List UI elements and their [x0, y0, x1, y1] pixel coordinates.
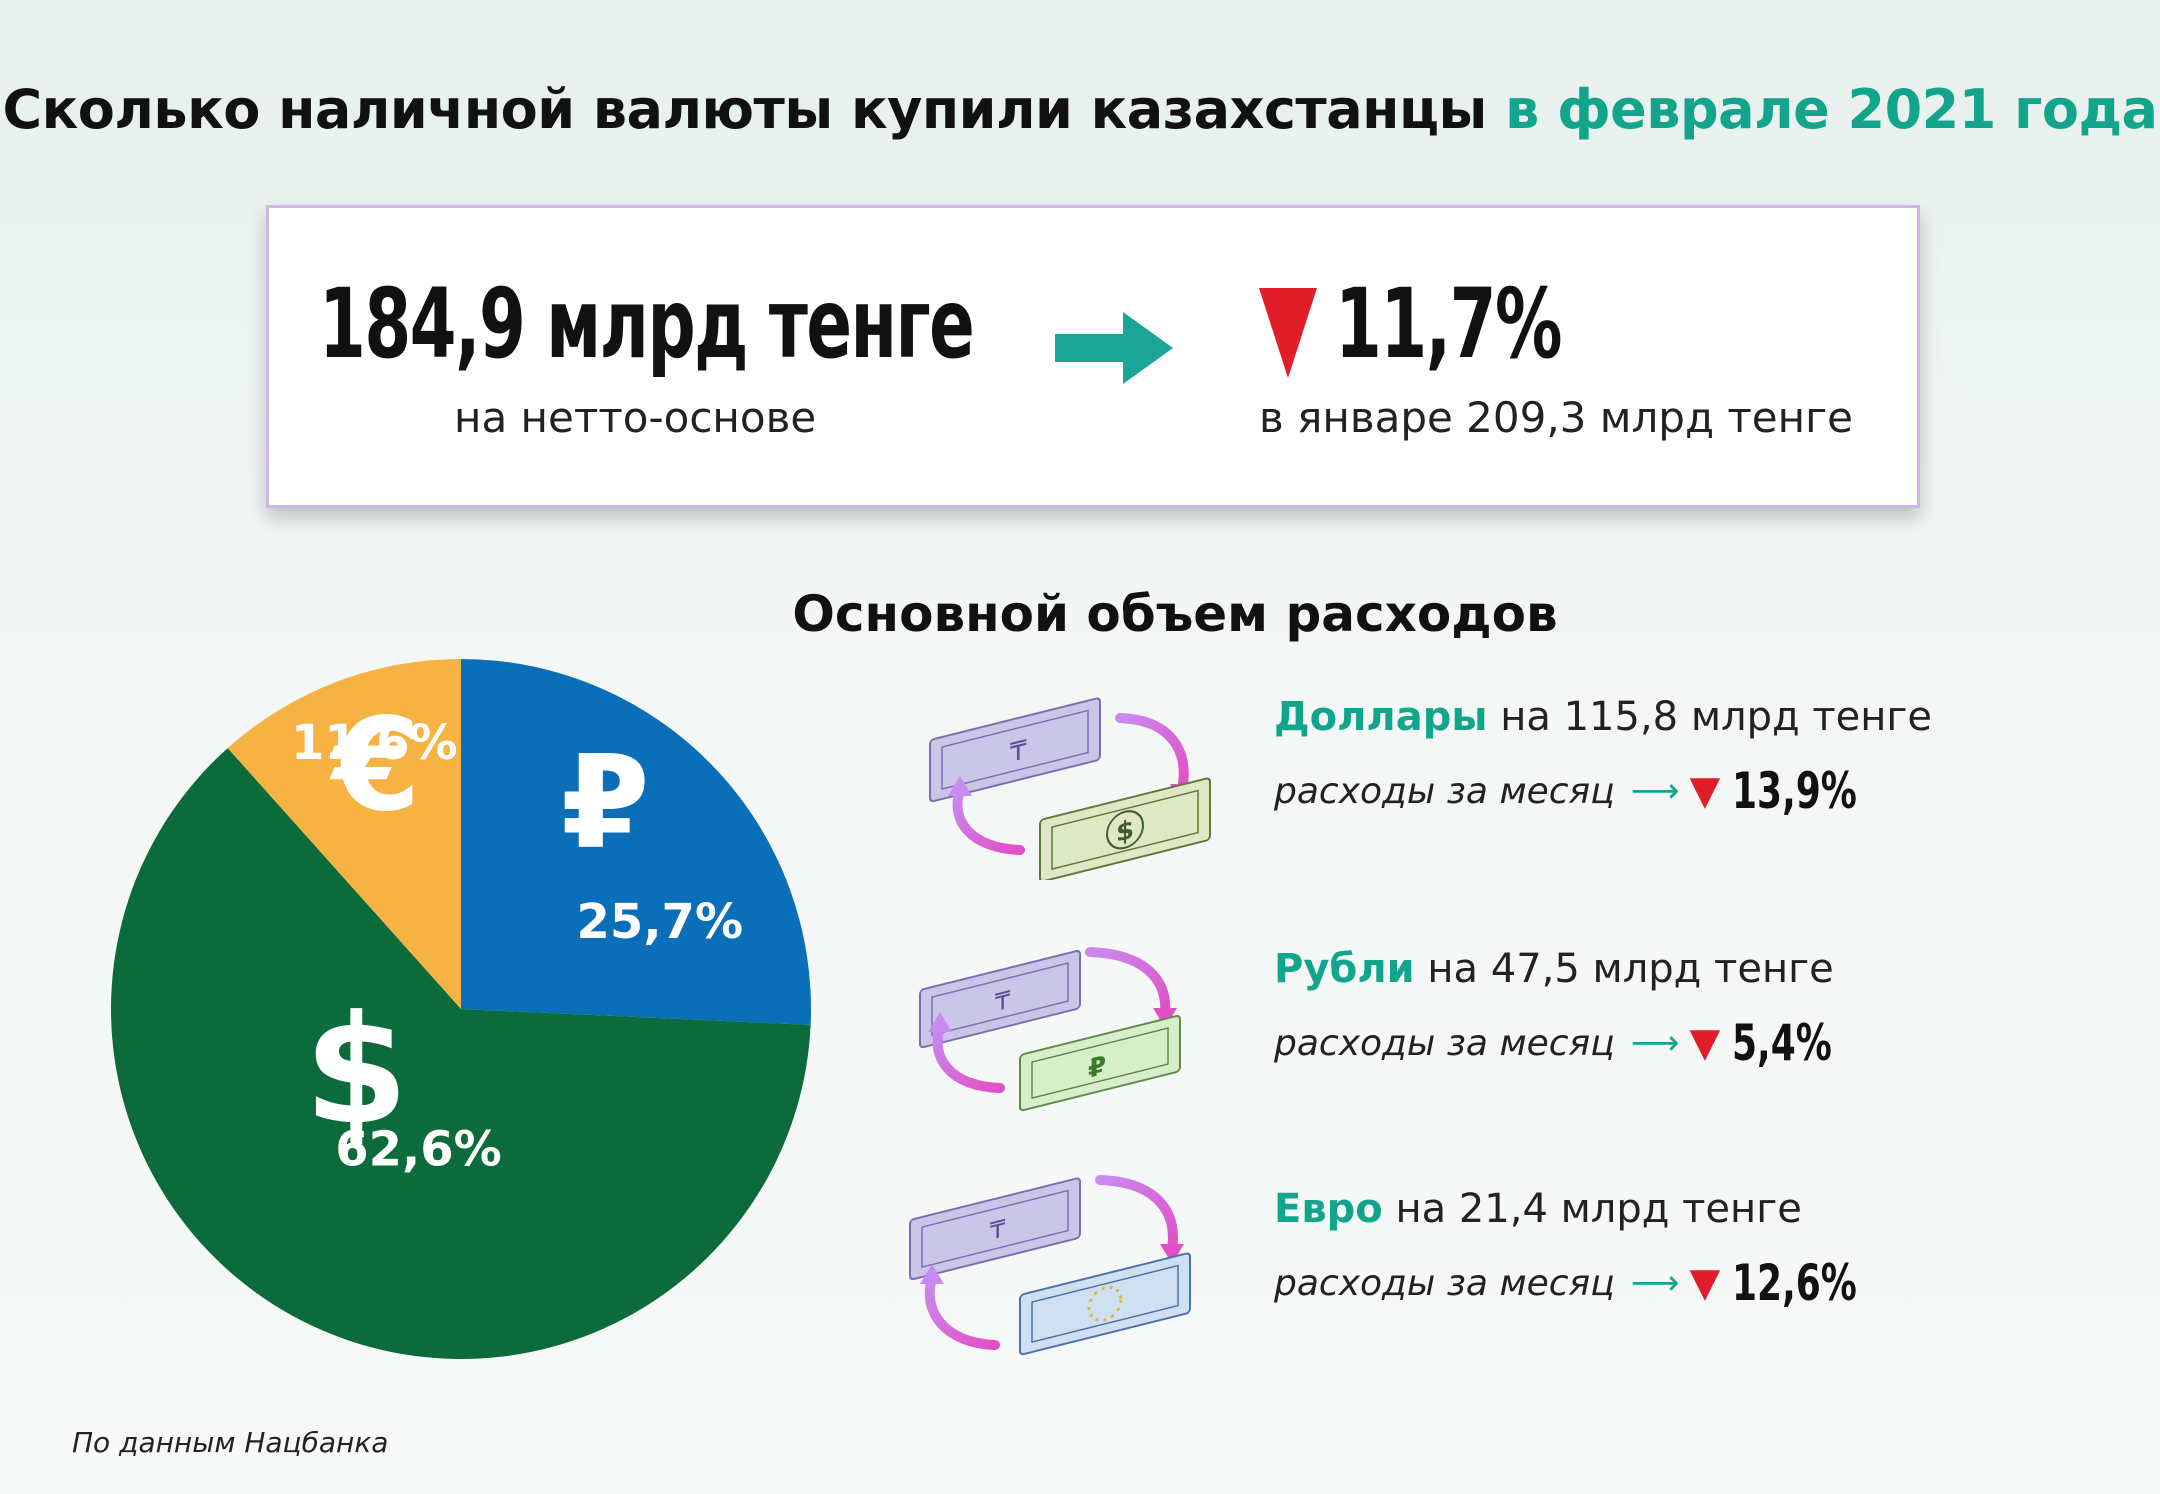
dollar-exchange-icon: ₸ $ [929, 697, 1211, 880]
svg-text:₽: ₽ [1088, 1050, 1106, 1085]
title-accent: в феврале 2021 года [1505, 78, 2158, 141]
currency-name: Евро [1274, 1186, 1383, 1232]
svg-text:₸: ₸ [995, 985, 1011, 1017]
currency-amount: на 115,8 млрд тенге [1500, 694, 1933, 740]
down-triangle-icon: ▼ [1689, 1260, 1721, 1306]
currency-row-euro: Евро на 21,4 млрд тенге расходы за месяц… [1274, 1186, 1888, 1312]
pie-slice-0 [461, 659, 811, 1025]
section-title: Основной объем расходов [792, 585, 1558, 643]
pie-label-1: 62,6% [335, 1122, 502, 1178]
spend-label: расходы за месяц [1274, 770, 1615, 812]
currency-change: 13,9% [1732, 762, 1858, 820]
pie-label-0: 25,7% [577, 894, 744, 950]
spend-label: расходы за месяц [1274, 1022, 1615, 1064]
currency-name: Рубли [1274, 946, 1415, 992]
down-triangle-icon: ▼ [1689, 768, 1721, 814]
euro-exchange-icon: ₸ [909, 1175, 1191, 1356]
currency-change: 12,6% [1732, 1254, 1858, 1312]
summary-amount: 184,9 млрд тенге [319, 268, 975, 380]
ruble-exchange-icon: ₸ ₽ [919, 947, 1181, 1112]
currency-amount: на 21,4 млрд тенге [1395, 1186, 1802, 1232]
small-arrow-icon: ⟶ [1630, 1023, 1680, 1063]
pie-label-2: 11,6% [291, 715, 458, 771]
currency-row-dollar: Доллары на 115,8 млрд тенге расходы за м… [1274, 694, 1932, 820]
currency-row-ruble: Рубли на 47,5 млрд тенге расходы за меся… [1274, 946, 1857, 1072]
pie-slice-1 [110, 748, 811, 1359]
currency-amount: на 47,5 млрд тенге [1427, 946, 1834, 992]
pie-chart: ₽25,7% $62,6% €11,6% [104, 652, 818, 1366]
summary-change-sub: в январе 209,3 млрд тенге [1259, 393, 1854, 442]
svg-text:₸: ₸ [1010, 734, 1027, 769]
svg-text:$: $ [1116, 814, 1134, 849]
svg-text:₸: ₸ [990, 1213, 1006, 1245]
pie-svg: ₽25,7% $62,6% €11,6% [110, 659, 811, 1359]
down-triangle-icon: ▼ [1689, 1020, 1721, 1066]
down-triangle-icon [1259, 288, 1317, 378]
right-arrow-icon [1055, 312, 1173, 384]
summary-box: 184,9 млрд тенге на нетто-основе 11,7% в… [266, 205, 1920, 508]
title-main: Сколько наличной валюты купили казахстан… [2, 78, 1488, 141]
currency-change: 5,4% [1732, 1014, 1833, 1072]
summary-amount-sub: на нетто-основе [454, 393, 817, 442]
pie-symbol-2: € [329, 691, 421, 840]
pie-slice-2 [227, 659, 461, 1009]
page-title: Сколько наличной валюты купили казахстан… [0, 78, 2160, 141]
spend-label: расходы за месяц [1274, 1262, 1615, 1304]
small-arrow-icon: ⟶ [1630, 1263, 1680, 1303]
pie-symbol-1: $ [304, 984, 408, 1158]
currency-name: Доллары [1274, 694, 1488, 740]
small-arrow-icon: ⟶ [1630, 771, 1680, 811]
summary-change: 11,7% [1335, 268, 1562, 380]
pie-symbol-0: ₽ [561, 729, 650, 878]
source-note: По данным Нацбанка [72, 1426, 389, 1459]
